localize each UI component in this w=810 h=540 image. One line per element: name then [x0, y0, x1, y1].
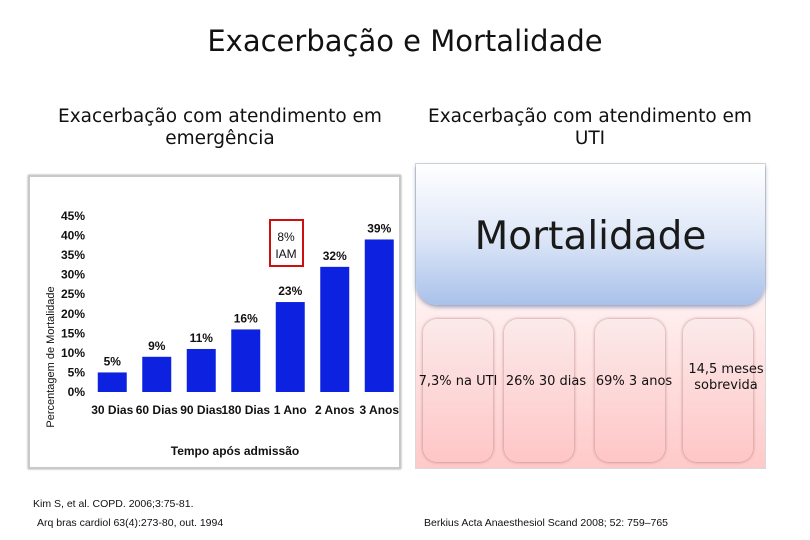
- x-tick-label: 1 Ano: [274, 403, 307, 417]
- y-tick-label: 45%: [61, 209, 85, 223]
- y-tick-label: 40%: [61, 229, 85, 243]
- annotation-line1: 8%: [277, 230, 295, 244]
- reference-left-2: Arq bras cardiol 63(4):273-80, out. 1994: [37, 517, 224, 529]
- y-tick-label: 15%: [61, 326, 85, 340]
- mortality-box-3: [595, 319, 665, 462]
- bar-2-anos: [320, 266, 350, 392]
- x-tick-label: 3 Anos: [359, 403, 399, 417]
- x-tick-label: 90 Dias: [180, 403, 222, 417]
- mortality-item-4: 14,5 meses sobrevida: [688, 362, 764, 393]
- reference-left-1: Kim S, et al. COPD. 2006;3:75-81.: [33, 498, 194, 510]
- y-tick-label: 30%: [61, 268, 85, 282]
- right-subtitle: Exacerbação com atendimento em UTI: [428, 106, 752, 149]
- mortality-item-3: 69% 3 anos: [595, 374, 673, 389]
- bar-180-dias: [231, 329, 261, 392]
- bar-value-label: 5%: [104, 354, 122, 368]
- x-axis-label: Tempo após admissão: [171, 444, 299, 458]
- bar-value-label: 32%: [323, 249, 347, 263]
- x-tick-label: 60 Dias: [136, 403, 178, 417]
- bar-value-label: 11%: [190, 331, 214, 345]
- mortality-box-4: [683, 319, 753, 462]
- bar-3-anos: [364, 239, 394, 392]
- page-title: Exacerbação e Mortalidade: [207, 24, 603, 58]
- bar-value-label: 39%: [367, 221, 391, 235]
- y-axis-label: Percentagem de Mortalidade: [45, 286, 57, 427]
- mortality-bar-chart: Percentagem de Mortalidade Tempo após ad…: [45, 209, 399, 458]
- x-tick-label: 180 Dias: [221, 403, 270, 417]
- y-tick-label: 10%: [61, 346, 85, 360]
- bar-30-dias: [97, 372, 127, 392]
- annotation-box: [269, 219, 304, 267]
- bar-1-ano: [275, 302, 305, 392]
- y-tick-label: 25%: [61, 287, 85, 301]
- y-tick-label: 5%: [68, 365, 86, 379]
- left-subtitle: Exacerbação com atendimento em emergênci…: [58, 106, 382, 149]
- y-tick-label: 20%: [61, 307, 85, 321]
- mortality-item-2: 26% 30 dias: [505, 374, 587, 389]
- annotation-line2: IAM: [275, 247, 296, 261]
- mortality-bar-chart-frame: Percentagem de Mortalidade Tempo após ad…: [28, 175, 401, 469]
- y-tick-label: 0%: [68, 385, 86, 399]
- bar-value-label: 16%: [234, 311, 258, 325]
- mortality-panel: Mortalidade 7,3% na UTI 26% 30 dias 69% …: [415, 163, 766, 469]
- mortality-box-2: [504, 319, 574, 462]
- mortality-header-title: Mortalidade: [474, 214, 707, 259]
- mortality-box-1: [423, 319, 493, 462]
- bar-90-dias: [186, 348, 216, 392]
- mortality-header: Mortalidade: [416, 164, 765, 305]
- x-tick-label: 2 Anos: [315, 403, 355, 417]
- bar-60-dias: [142, 356, 172, 392]
- bar-value-label: 23%: [278, 284, 302, 298]
- mortality-item-1: 7,3% na UTI: [418, 374, 498, 389]
- x-tick-label: 30 Dias: [91, 403, 133, 417]
- bar-value-label: 9%: [148, 339, 166, 353]
- y-tick-label: 35%: [61, 248, 85, 262]
- reference-right: Berkius Acta Anaesthesiol Scand 2008; 52…: [424, 517, 669, 529]
